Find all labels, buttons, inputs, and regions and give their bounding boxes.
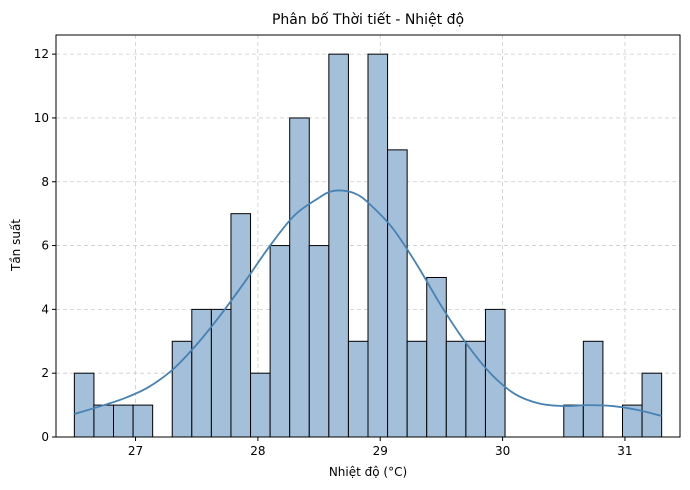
histogram-bar [93,404,115,438]
x-tick-label: 27 [128,444,143,458]
histogram-bars [73,53,663,438]
histogram-bar [171,340,193,438]
histogram-bar [289,117,310,438]
y-tick-label: 2 [41,366,49,380]
histogram-bar [328,53,349,438]
histogram-bar [210,308,232,438]
x-axis-label: Nhiệt độ (°C) [329,465,407,479]
histogram-bar [484,308,506,438]
histogram-bar [269,245,291,438]
histogram-bar [426,276,447,438]
x-tick-label: 30 [495,444,510,458]
y-axis-label: Tần suất [9,219,23,272]
histogram-bar [230,213,252,438]
y-tick-label: 10 [34,111,49,125]
histogram-bar [563,404,584,438]
y-tick-label: 0 [41,430,49,444]
y-tick-label: 12 [34,47,49,61]
histogram-bar [347,340,369,438]
histogram-bar [641,372,663,438]
histogram-bar [250,372,271,438]
x-tick-label: 29 [373,444,388,458]
histogram-bar [406,340,428,438]
histogram-bar [73,372,95,438]
histogram-bar [445,340,467,438]
x-tick-label: 31 [617,444,632,458]
kde-curve [74,189,662,417]
chart-title: Phân bố Thời tiết - Nhiệt độ [272,11,464,28]
y-tick-label: 4 [41,302,49,316]
histogram-bar [387,149,408,438]
histogram-bar [191,308,212,438]
histogram-bar [308,245,330,438]
histogram-bar [113,404,134,438]
histogram-bar [582,340,604,438]
histogram-bar [367,53,389,438]
plot-frame [55,34,681,438]
y-tick-label: 6 [41,239,49,253]
x-tick-label: 28 [250,444,265,458]
histogram-bar [132,404,154,438]
x-axis-ticks: 27 28 29 30 31 [128,437,633,458]
y-axis-ticks: 0 2 4 6 8 10 12 [34,47,56,444]
y-tick-label: 8 [41,175,49,189]
